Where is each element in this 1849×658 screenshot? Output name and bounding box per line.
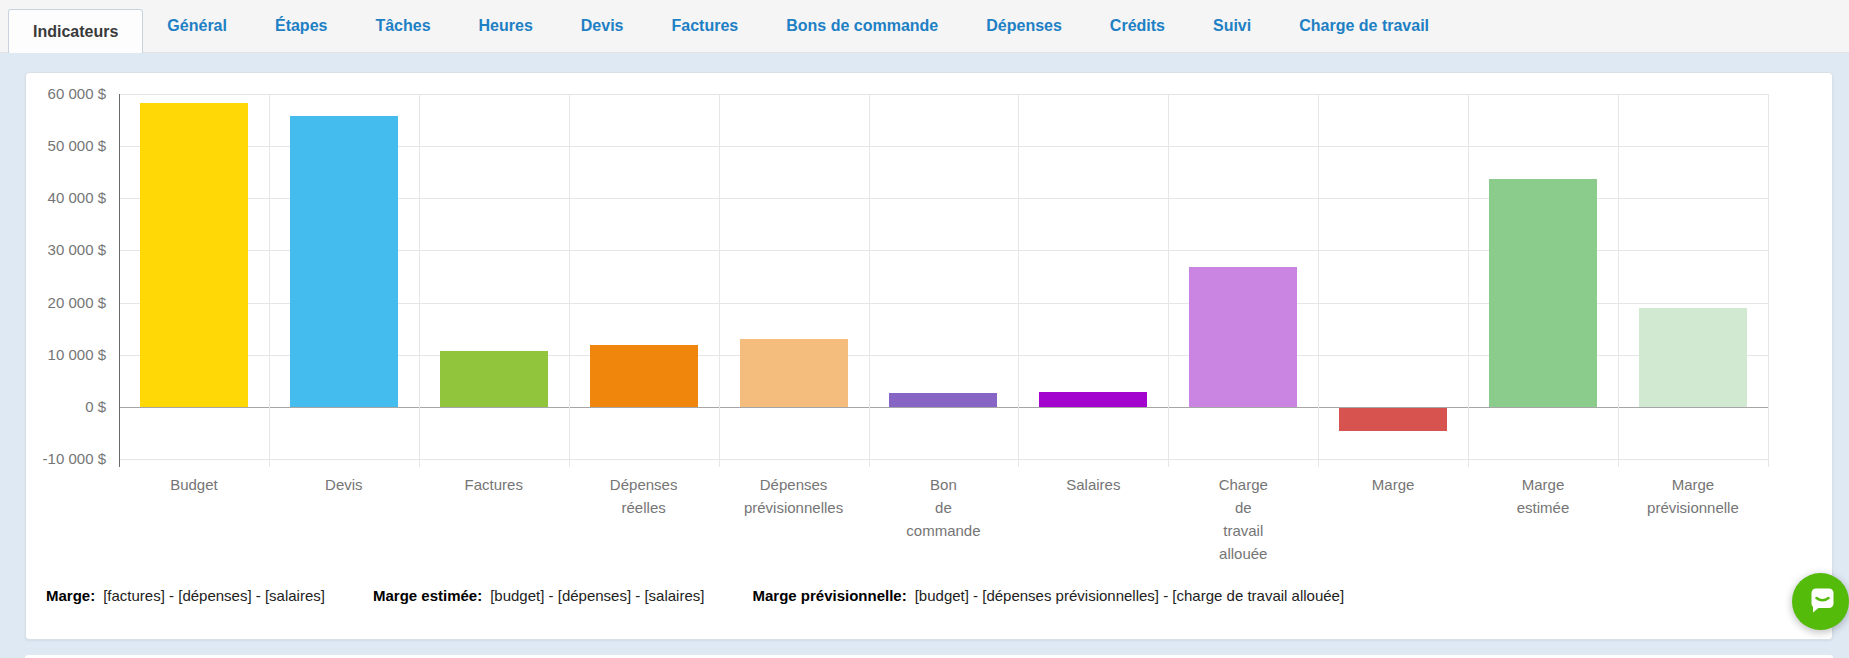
tab-suivi[interactable]: Suivi (1189, 0, 1275, 52)
x-gridline (1168, 94, 1169, 467)
tab-etapes[interactable]: Étapes (251, 0, 351, 52)
indicators-bar-chart: 60 000 $ 50 000 $ 40 000 $ 30 000 $ 20 000 $… (26, 73, 1832, 639)
tab-factures[interactable]: Factures (648, 0, 763, 52)
x-gridline (1768, 94, 1769, 467)
tab-charge-de-travail[interactable]: Charge de travail (1275, 0, 1453, 52)
x-axis-baseline (119, 407, 1768, 408)
x-gridline (1318, 94, 1319, 467)
bar-salaires[interactable] (1039, 392, 1147, 407)
x-axis-category-label-salaires: Salaires (1018, 473, 1168, 496)
margin-formulas: Marge: [factures] - [dépenses] - [salaire… (46, 587, 1392, 604)
x-axis-category-label-marge-estimee: Margeestimée (1468, 473, 1618, 519)
bar-marge[interactable] (1339, 408, 1447, 431)
x-axis-category-label-depenses-previsionnelles: Dépensesprévisionnelles (719, 473, 869, 519)
x-axis-category-label-charge-de-travail-allouee: Chargedetravailallouée (1168, 473, 1318, 565)
formula-item: Marge: [factures] - [dépenses] - [salaire… (46, 587, 325, 604)
formula-expression: [budget] - [dépenses] - [salaires] (490, 587, 704, 604)
tab-devis[interactable]: Devis (557, 0, 648, 52)
formula-expression: [factures] - [dépenses] - [salaires] (103, 587, 325, 604)
bar-marge-previsionnelle[interactable] (1639, 308, 1747, 407)
bar-budget[interactable] (140, 103, 248, 407)
y-axis-line (119, 94, 120, 467)
y-gridline (119, 459, 1768, 460)
x-axis-category-label-devis: Devis (269, 473, 419, 496)
bar-marge-estimee[interactable] (1489, 179, 1597, 407)
bar-devis[interactable] (290, 116, 398, 407)
formula-item: Marge estimée: [budget] - [dépenses] - [s… (373, 587, 705, 604)
chat-launcher-button[interactable] (1792, 573, 1849, 630)
x-gridline (1018, 94, 1019, 467)
x-axis-category-label-marge-previsionnelle: Margeprévisionnelle (1618, 473, 1768, 519)
x-gridline (719, 94, 720, 467)
x-axis-category-label-depenses-reelles: Dépensesréelles (569, 473, 719, 519)
y-axis-tick-label: 60 000 $ (26, 85, 106, 103)
tab-bar: IndicateursGénéralÉtapesTâchesHeuresDevi… (0, 0, 1849, 53)
formula-expression: [budget] - [dépenses prévisionnelles] - … (915, 587, 1344, 604)
y-axis-tick-label: 30 000 $ (26, 241, 106, 259)
x-gridline (569, 94, 570, 467)
indicators-panel: 60 000 $ 50 000 $ 40 000 $ 30 000 $ 20 000 $… (25, 72, 1833, 640)
y-axis-tick-label: 50 000 $ (26, 137, 106, 155)
y-gridline (119, 94, 1768, 95)
formula-label: Marge estimée: (373, 587, 482, 604)
x-axis-category-label-marge: Marge (1318, 473, 1468, 496)
y-axis-tick-label: -10 000 $ (26, 450, 106, 468)
tab-bons-de-commande[interactable]: Bons de commande (762, 0, 962, 52)
y-axis-tick-label: 10 000 $ (26, 346, 106, 364)
formula-label: Marge: (46, 587, 95, 604)
x-gridline (869, 94, 870, 467)
page: IndicateursGénéralÉtapesTâchesHeuresDevi… (0, 0, 1849, 658)
y-axis-tick-label: 20 000 $ (26, 294, 106, 312)
x-gridline (1468, 94, 1469, 467)
formula-label: Marge prévisionnelle: (752, 587, 906, 604)
bar-factures[interactable] (440, 351, 548, 407)
x-axis-category-label-bon-de-commande: Bondecommande (869, 473, 1019, 542)
tab-taches[interactable]: Tâches (351, 0, 454, 52)
bar-depenses-previsionnelles[interactable] (740, 339, 848, 407)
x-gridline (269, 94, 270, 467)
chat-bubble-icon (1805, 584, 1836, 619)
bar-bon-de-commande[interactable] (889, 393, 997, 407)
tab-indicateurs[interactable]: Indicateurs (8, 9, 143, 53)
tab-depenses[interactable]: Dépenses (962, 0, 1086, 52)
y-axis-tick-label: 0 $ (26, 398, 106, 416)
y-axis-tick-label: 40 000 $ (26, 189, 106, 207)
x-axis-category-label-factures: Factures (419, 473, 569, 496)
x-gridline (1618, 94, 1619, 467)
tab-general[interactable]: Général (143, 0, 251, 52)
tab-credits[interactable]: Crédits (1086, 0, 1189, 52)
x-gridline (419, 94, 420, 467)
x-axis-category-label-budget: Budget (119, 473, 269, 496)
bar-charge-de-travail-allouee[interactable] (1189, 267, 1297, 407)
tab-heures[interactable]: Heures (455, 0, 557, 52)
formula-item: Marge prévisionnelle: [budget] - [dépense… (752, 587, 1344, 604)
bar-depenses-reelles[interactable] (590, 345, 698, 407)
